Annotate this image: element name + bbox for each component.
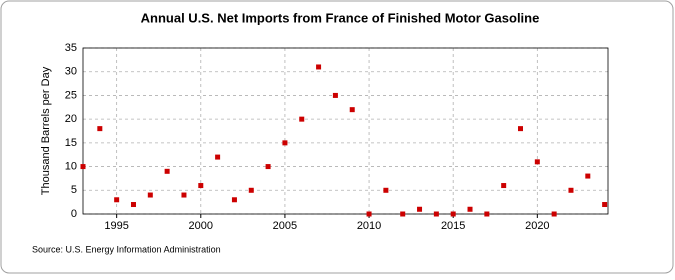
y-tick-label: 10	[65, 160, 77, 172]
point	[501, 183, 507, 189]
point	[248, 187, 254, 193]
source-note: Source: U.S. Energy Information Administ…	[32, 244, 221, 254]
y-tick-label: 0	[71, 208, 77, 220]
point	[97, 126, 103, 132]
point	[114, 197, 120, 203]
point	[366, 211, 372, 217]
point	[568, 187, 574, 193]
point	[585, 173, 591, 179]
point	[130, 202, 136, 208]
point	[400, 211, 406, 217]
plot-area	[83, 48, 608, 214]
x-tick-label: 2015	[441, 220, 465, 232]
y-tick-label: 20	[65, 113, 77, 125]
point	[602, 202, 608, 208]
y-tick-label: 30	[65, 66, 77, 78]
x-tick-label: 1995	[104, 220, 128, 232]
point	[316, 64, 322, 70]
y-axis-label: Thousand Barrels per Day	[40, 66, 52, 195]
point	[265, 164, 271, 170]
point	[433, 211, 439, 217]
y-tick-label: 15	[65, 137, 77, 149]
x-tick-label: 2005	[273, 220, 297, 232]
x-tick-label: 2020	[525, 220, 549, 232]
point	[215, 154, 221, 160]
x-tick-label: 2000	[189, 220, 213, 232]
y-tick-label: 35	[65, 42, 77, 54]
point	[534, 159, 540, 165]
point	[198, 183, 204, 189]
point	[417, 206, 423, 212]
point	[231, 197, 237, 203]
point	[164, 168, 170, 174]
point	[551, 211, 557, 217]
point	[147, 192, 153, 198]
point	[332, 92, 338, 98]
point	[80, 164, 86, 170]
y-tick-label: 5	[71, 184, 77, 196]
point	[299, 116, 305, 122]
point	[450, 211, 456, 217]
y-tick-label: 25	[65, 89, 77, 101]
point	[349, 107, 355, 113]
x-tick-label: 2010	[357, 220, 381, 232]
point	[484, 211, 490, 217]
plot-border	[82, 47, 609, 215]
chart-title: Annual U.S. Net Imports from France of F…	[141, 10, 540, 25]
point	[518, 126, 523, 132]
point	[282, 140, 288, 146]
point	[181, 192, 187, 198]
point	[383, 187, 389, 193]
point	[467, 206, 473, 212]
